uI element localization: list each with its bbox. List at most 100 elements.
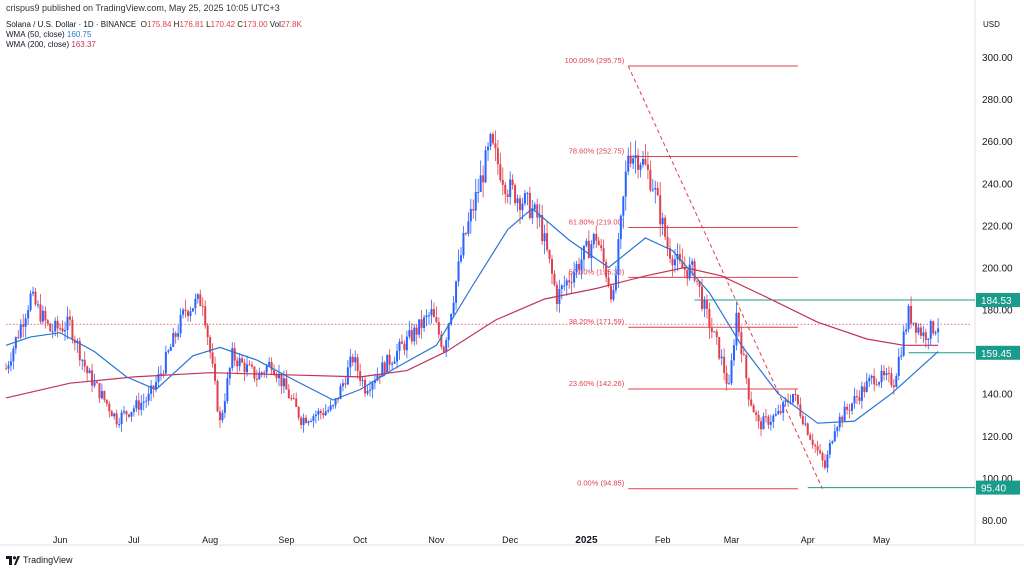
candle-body (887, 372, 890, 374)
candle-body (86, 366, 89, 374)
candle-body (777, 411, 780, 414)
candle-body (9, 361, 12, 366)
candle-body (174, 333, 177, 337)
candle-body (455, 281, 458, 303)
candle-body (292, 398, 295, 400)
candle-body (437, 322, 440, 335)
candle-body (280, 373, 283, 387)
candle-body (907, 305, 910, 330)
candle-body (351, 356, 354, 363)
candle-body (550, 259, 553, 274)
candle-body (405, 336, 408, 351)
candle-body (383, 362, 386, 374)
candle-body (573, 272, 576, 283)
candle-body (819, 450, 822, 454)
candle-body (132, 408, 135, 413)
candle-body (811, 439, 814, 445)
candle-body (895, 376, 898, 388)
high-label: H (173, 20, 180, 29)
candle-body (732, 345, 735, 361)
candle-body (651, 189, 654, 191)
candle-body (880, 370, 883, 383)
candle-body (332, 405, 335, 407)
candle-body (246, 364, 249, 373)
candle-body (469, 208, 472, 222)
candle-body (157, 373, 160, 382)
candle-body (543, 233, 546, 242)
candle-body (841, 416, 844, 421)
candle-body (226, 378, 229, 402)
candle-body (826, 454, 829, 468)
candle-body (186, 311, 189, 316)
footer-brand: TradingView (6, 555, 73, 565)
candle-body (521, 203, 524, 211)
close-label: C (237, 20, 244, 29)
candle-body (570, 282, 573, 284)
candle-body (937, 328, 940, 333)
fib-level-label: 78.60% (252.75) (569, 146, 625, 155)
candle-body (260, 372, 263, 374)
candle-body (44, 310, 47, 321)
candle-body (538, 215, 541, 218)
candle-body (634, 155, 637, 159)
candle-body (81, 359, 84, 361)
candle-body (152, 385, 155, 389)
candle-body (435, 317, 438, 323)
candle-body (482, 175, 485, 183)
x-tick-label: Aug (202, 535, 218, 545)
fib-level-label: 0.00% (94.85) (577, 479, 625, 488)
candle-body (526, 192, 529, 194)
wma50-line (5, 207, 939, 424)
candle-body (452, 302, 455, 315)
wma200-row: WMA (200, close) 163.37 (6, 40, 302, 50)
candle-body (536, 204, 539, 218)
candle-body (196, 294, 199, 299)
candle-body (484, 150, 487, 183)
candle-body (39, 304, 42, 322)
y-tick-label: 260.00 (982, 137, 1013, 148)
candle-body (393, 361, 396, 364)
candle-body (664, 217, 667, 237)
candle-body (905, 329, 908, 332)
candle-body (300, 417, 303, 425)
candle-body (501, 179, 504, 185)
candle-body (708, 308, 711, 329)
candle-body (398, 341, 401, 351)
y-tick-label: 80.00 (982, 516, 1007, 527)
candle-body (627, 155, 630, 172)
x-tick-label: Jul (128, 535, 140, 545)
candle-body (66, 316, 69, 331)
close-value: 173.00 (243, 20, 268, 29)
candle-body (932, 321, 935, 334)
candle-body (123, 411, 126, 413)
candle-body (172, 333, 175, 347)
candle-body (305, 417, 308, 423)
candle-body (231, 348, 234, 368)
candle-body (828, 443, 831, 455)
candle-body (644, 158, 647, 165)
candle-body (858, 397, 861, 401)
candle-body (371, 383, 374, 390)
candle-body (19, 324, 22, 338)
candle-body (391, 363, 394, 365)
candle-body (194, 298, 197, 309)
candle-body (654, 187, 657, 190)
candle-body (929, 321, 932, 339)
candle-body (774, 413, 777, 416)
wma50-row: WMA (50, close) 160.75 (6, 30, 302, 40)
candle-body (614, 274, 617, 291)
candle-body (595, 233, 598, 241)
candle-body (295, 398, 298, 407)
candle-body (361, 380, 364, 382)
candle-body (519, 198, 522, 211)
candle-body (794, 393, 797, 396)
candle-body (440, 334, 443, 347)
candle-body (309, 421, 312, 423)
candle-body (821, 453, 824, 461)
candle-body (88, 370, 91, 374)
candle-body (71, 319, 74, 340)
candle-body (860, 386, 863, 401)
candle-body (494, 143, 497, 149)
candle-body (922, 332, 925, 336)
